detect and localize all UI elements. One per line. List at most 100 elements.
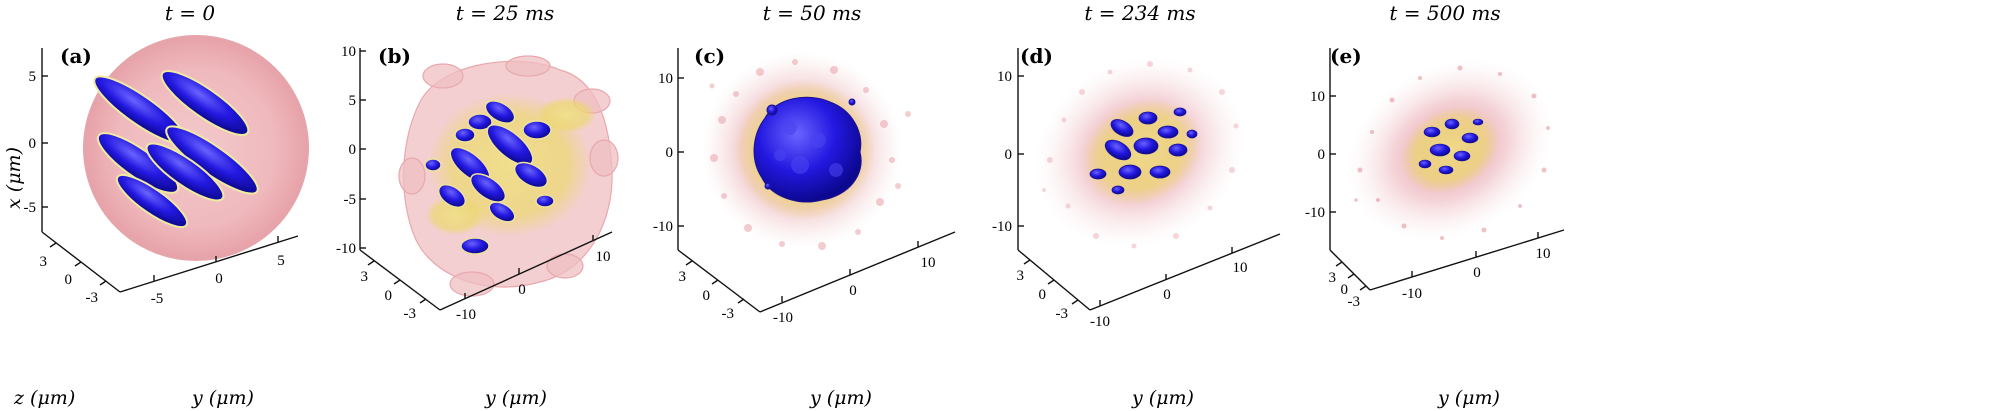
- panel-b-y-axis-label: y (μm): [484, 387, 547, 409]
- panel-c-z-tick: -3: [722, 306, 735, 322]
- panel-b-droplet: [424, 158, 442, 172]
- panel-b-tick-labels: 10 5 0 -5 -10 3 0 -3 -10 0 10: [336, 44, 611, 323]
- panel-e-y-tick: -10: [1402, 286, 1422, 302]
- panel-d-x-tick: 0: [1005, 147, 1013, 163]
- panel-c-time-label: t = 50 ms: [763, 1, 862, 25]
- panel-d-fragment: [1104, 139, 1132, 161]
- panel-a-z-tick: -3: [86, 290, 99, 306]
- panel-a-tick-labels: 5 0 -5 3 0 -3 -5 0 5: [24, 69, 285, 307]
- panel-e-density-isosurfaces: [1347, 59, 1553, 241]
- panel-a-core-droplets: [93, 70, 259, 229]
- panel-d-axes: [1017, 48, 1281, 311]
- panel-c-x-tick: 10: [658, 71, 673, 87]
- panel-e-y-tick: 10: [1536, 246, 1551, 262]
- panel-b: t = 25 ms (b): [336, 1, 619, 409]
- panel-e-z-tick: 3: [1329, 270, 1337, 286]
- panel-e-fragment: [1429, 143, 1451, 157]
- panel-a-x-tick: -5: [24, 200, 37, 216]
- panel-a-droplet: [115, 173, 189, 229]
- panel-b-droplet: [535, 194, 555, 208]
- panel-c-core: [753, 96, 862, 203]
- panel-e-fragment: [1444, 118, 1460, 130]
- panel-e-fragment: [1461, 132, 1479, 144]
- panel-d-letter: (d): [1020, 44, 1053, 68]
- panel-d-tick-labels: 10 0 -10 3 0 -3 -10 0 10: [992, 69, 1248, 330]
- panel-b-letter: (b): [378, 44, 411, 68]
- panel-b-y-tick: 0: [518, 282, 526, 298]
- panel-b-z-tick: 3: [361, 269, 369, 285]
- panel-e-y-tick: 0: [1473, 265, 1481, 281]
- panel-d-time-label: t = 234 ms: [1084, 1, 1195, 25]
- panel-d: t = 234 ms (d): [992, 1, 1281, 409]
- panel-a-y-tick: -5: [151, 291, 164, 307]
- panel-e-letter: (e): [1330, 44, 1362, 68]
- panel-c-z-tick: 3: [679, 269, 687, 285]
- panel-d-density-isosurfaces: [1035, 56, 1245, 249]
- panel-b-x-tick: 10: [341, 44, 356, 60]
- panel-b-density-isosurfaces: [398, 55, 619, 297]
- panel-e-outer-speckle: [1354, 65, 1550, 240]
- panel-d-x-tick: 10: [997, 69, 1012, 85]
- panel-a-density-isosurfaces: [83, 35, 309, 261]
- panel-e-fragment: [1418, 159, 1432, 169]
- panel-b-x-tick: -5: [344, 192, 357, 208]
- panel-a-z-tick: 0: [65, 272, 73, 288]
- panel-b-z-tick: -3: [404, 306, 417, 322]
- panel-c-core-fragment: [766, 104, 778, 116]
- panel-b-droplet: [454, 127, 476, 143]
- panel-d-fragment: [1186, 129, 1198, 139]
- panel-e: t = 500 ms (e): [1305, 1, 1565, 409]
- panel-d-fragment: [1089, 168, 1107, 180]
- panel-b-x-tick: 5: [349, 93, 357, 109]
- panel-d-x-tick: -10: [992, 219, 1012, 235]
- panel-b-y-tick: 10: [596, 249, 611, 265]
- panel-e-time-label: t = 500 ms: [1389, 1, 1500, 25]
- panel-c-y-tick: 10: [921, 255, 936, 271]
- panel-c-z-tick: 0: [703, 288, 711, 304]
- panel-b-z-tick: 0: [385, 288, 393, 304]
- panel-a-droplet: [96, 132, 180, 194]
- panel-e-core-fragments: [1418, 118, 1484, 175]
- panel-b-x-tick: 0: [349, 142, 357, 158]
- panel-d-y-axis-label: y (μm): [1131, 387, 1194, 409]
- panel-d-outer-speckle: [1042, 61, 1239, 249]
- panel-c-core-fragment: [764, 182, 772, 190]
- panel-e-fragment: [1423, 126, 1441, 138]
- panel-d-fragment: [1157, 125, 1179, 139]
- panel-b-droplet: [522, 120, 552, 140]
- panel-d-z-tick: 3: [1017, 268, 1025, 284]
- panel-d-fragment: [1149, 165, 1171, 179]
- panel-c-y-axis-label: y (μm): [809, 387, 872, 409]
- panel-d-z-tick: -3: [1056, 306, 1069, 322]
- panel-d-z-tick: 0: [1039, 287, 1047, 303]
- panel-a-time-label: t = 0: [165, 1, 216, 25]
- panel-b-droplet: [437, 183, 467, 209]
- panel-c-x-tick: -10: [653, 219, 673, 235]
- panel-a-z-axis-label: z (μm): [13, 387, 75, 409]
- panel-d-y-tick: 0: [1163, 287, 1171, 303]
- panel-e-fragment: [1453, 150, 1471, 162]
- panel-c-letter: (c): [694, 44, 725, 68]
- panel-a-x-axis-label: x (μm): [3, 147, 25, 209]
- panel-b-droplet: [467, 113, 493, 131]
- panel-c-axes: [677, 48, 956, 313]
- panel-a-y-axis-label: y (μm): [191, 387, 254, 409]
- panel-a-droplet: [145, 142, 225, 202]
- panel-c-core-fragment: [848, 98, 856, 106]
- panel-b-droplet: [486, 124, 534, 166]
- panel-a-letter: (a): [60, 44, 92, 68]
- panel-a-y-tick: 0: [215, 271, 223, 287]
- panel-b-droplet: [513, 161, 549, 189]
- panel-c-outer-speckle: [709, 59, 911, 250]
- panel-d-y-tick: -10: [1090, 314, 1110, 330]
- panel-e-x-tick: 10: [1310, 89, 1325, 105]
- panel-d-fragment: [1133, 137, 1159, 155]
- panel-a-y-tick: 5: [277, 253, 285, 269]
- panel-e-fragment: [1472, 118, 1484, 126]
- panel-c-core-texture: [774, 121, 843, 177]
- panel-d-fragment: [1111, 185, 1125, 195]
- panel-d-y-tick: 10: [1233, 260, 1248, 276]
- panel-a-droplet: [160, 70, 250, 136]
- panel-d-fragment: [1110, 119, 1134, 137]
